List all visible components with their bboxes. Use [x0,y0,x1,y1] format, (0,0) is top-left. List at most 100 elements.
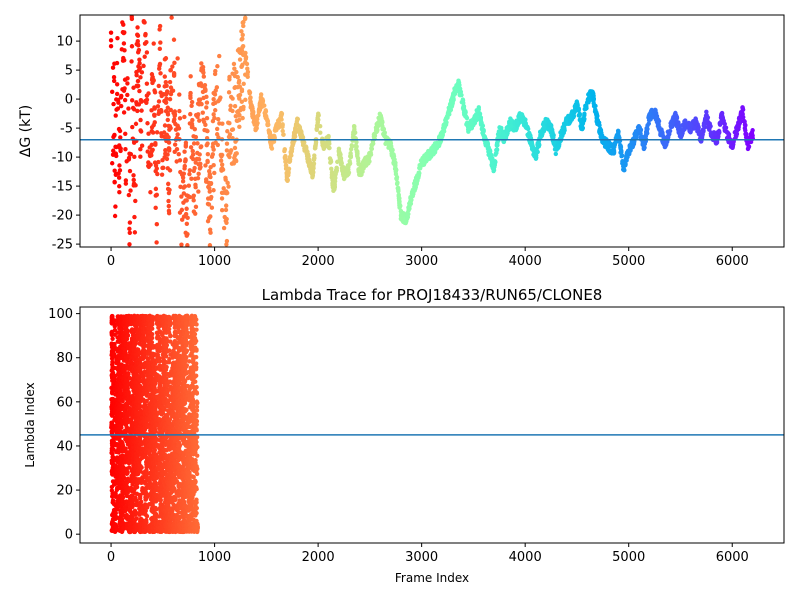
delta-g-point [287,159,292,165]
delta-g-point [314,127,319,133]
delta-g-point [177,158,183,163]
delta-g-point [374,126,380,132]
lambda-point [110,336,115,342]
delta-g-point [242,53,248,58]
delta-g-point [250,112,256,118]
delta-g-point [126,106,131,111]
delta-g-point [239,99,245,104]
delta-g-point [232,66,237,71]
delta-g-point [157,61,163,67]
delta-g-point [147,153,153,159]
delta-g-point [162,74,167,79]
delta-g-point [113,204,118,209]
delta-g-point [692,125,697,131]
delta-g-point [139,99,144,104]
delta-g-point [408,198,413,204]
delta-g-point [285,178,290,184]
delta-g-point [563,118,569,123]
delta-g-point [245,66,250,71]
delta-g-point [127,226,132,232]
delta-g-point [152,160,158,165]
delta-g-point [519,118,525,124]
delta-g-point [188,145,194,150]
delta-g-point [670,121,675,127]
delta-g-point [401,210,406,216]
delta-g-point [110,65,116,70]
delta-g-point [204,94,209,100]
delta-g-point [572,108,578,114]
delta-g-point [169,15,174,20]
delta-g-point [143,98,148,104]
delta-g-point [180,179,186,184]
delta-g-point [396,192,401,198]
delta-g-point [243,97,248,103]
x-tick-label: 2000 [302,254,335,269]
delta-g-point [130,124,135,130]
delta-g-point [465,123,471,128]
delta-g-point [332,187,337,192]
delta-g-point [117,189,122,195]
delta-g-point [167,124,173,129]
delta-g-point [240,45,245,50]
delta-g-point [114,107,119,112]
delta-g-point [593,107,598,112]
delta-g-point [619,149,624,155]
delta-g-point [380,127,385,132]
delta-g-point [449,103,455,108]
delta-g-point [152,88,157,93]
delta-g-point [212,71,218,77]
delta-g-point [379,120,384,125]
delta-g-point [127,220,133,225]
delta-g-point [177,92,182,97]
delta-g-point [683,118,688,123]
delta-g-point [518,113,523,118]
delta-g-point [720,115,725,120]
delta-g-point [224,242,229,247]
delta-g-point [165,105,170,110]
delta-g-point [196,171,201,177]
delta-g-point [193,211,198,216]
delta-g-point [228,148,234,153]
delta-g-point [733,129,738,134]
delta-g-point [440,130,445,135]
delta-g-point [540,131,545,136]
delta-g-point [259,98,264,103]
delta-g-point [122,77,128,82]
lambda-point [110,359,115,365]
delta-g-point [209,205,215,210]
delta-g-y-axis-label: ΔG (kT) [18,105,34,157]
delta-g-point [232,145,238,151]
delta-g-point [591,97,596,102]
y-tick-label: -20 [52,209,73,224]
delta-g-point [184,221,190,226]
delta-g-point [241,23,246,29]
delta-g-point [110,152,116,157]
y-tick-label: 10 [56,35,73,50]
delta-g-point [114,60,120,66]
delta-g-point [423,152,428,158]
delta-g-point [280,124,285,130]
delta-g-point [533,149,539,154]
delta-g-point [235,118,240,123]
delta-g-point [211,188,216,193]
delta-g-point [237,124,242,129]
delta-g-point [218,95,223,100]
delta-g-point [184,198,189,203]
delta-g-point [208,164,213,170]
delta-g-point [199,83,205,89]
delta-g-point [211,147,216,152]
lambda-chart-title: Lambda Trace for PROJ18433/RUN65/CLONE8 [262,286,603,304]
delta-g-point [198,144,203,150]
delta-g-point [115,36,120,41]
delta-g-point [188,74,193,79]
delta-g-point [297,130,302,135]
delta-g-point [177,210,183,215]
delta-g-point [223,207,229,213]
delta-g-point [157,46,163,52]
delta-g-point [193,176,198,181]
delta-g-point [240,115,245,121]
delta-g-point [111,75,117,80]
delta-g-point [371,134,377,139]
delta-g-point [265,122,270,128]
delta-g-point [356,158,361,164]
